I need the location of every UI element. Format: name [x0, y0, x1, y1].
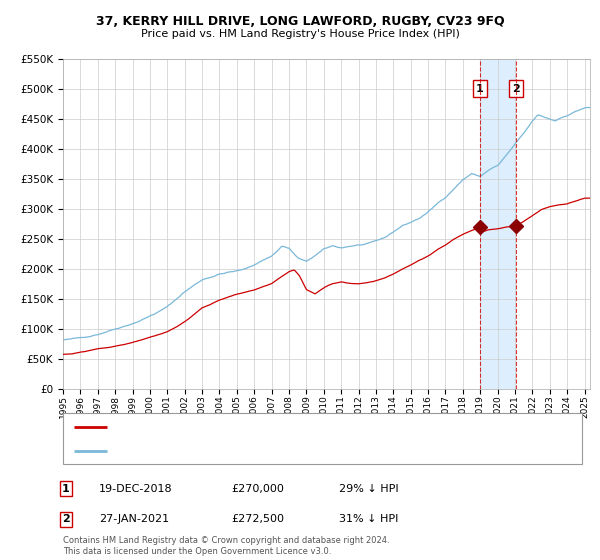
- Text: 37, KERRY HILL DRIVE, LONG LAWFORD, RUGBY, CV23 9FQ (detached house): 37, KERRY HILL DRIVE, LONG LAWFORD, RUGB…: [114, 422, 498, 432]
- Text: HPI: Average price, detached house, Rugby: HPI: Average price, detached house, Rugb…: [114, 446, 329, 456]
- Text: 37, KERRY HILL DRIVE, LONG LAWFORD, RUGBY, CV23 9FQ: 37, KERRY HILL DRIVE, LONG LAWFORD, RUGB…: [95, 15, 505, 27]
- Text: £272,500: £272,500: [231, 514, 284, 524]
- Bar: [479, 59, 516, 389]
- Text: Price paid vs. HM Land Registry's House Price Index (HPI): Price paid vs. HM Land Registry's House …: [140, 29, 460, 39]
- Text: 27-JAN-2021: 27-JAN-2021: [99, 514, 169, 524]
- Text: 2: 2: [62, 514, 70, 524]
- Text: £270,000: £270,000: [231, 484, 284, 494]
- Text: 31% ↓ HPI: 31% ↓ HPI: [339, 514, 398, 524]
- Text: 19-DEC-2018: 19-DEC-2018: [99, 484, 173, 494]
- Text: Contains HM Land Registry data © Crown copyright and database right 2024.
This d: Contains HM Land Registry data © Crown c…: [63, 536, 389, 556]
- Text: 29% ↓ HPI: 29% ↓ HPI: [339, 484, 398, 494]
- Text: 2: 2: [512, 83, 520, 94]
- Text: 1: 1: [62, 484, 70, 494]
- Text: 1: 1: [476, 83, 484, 94]
